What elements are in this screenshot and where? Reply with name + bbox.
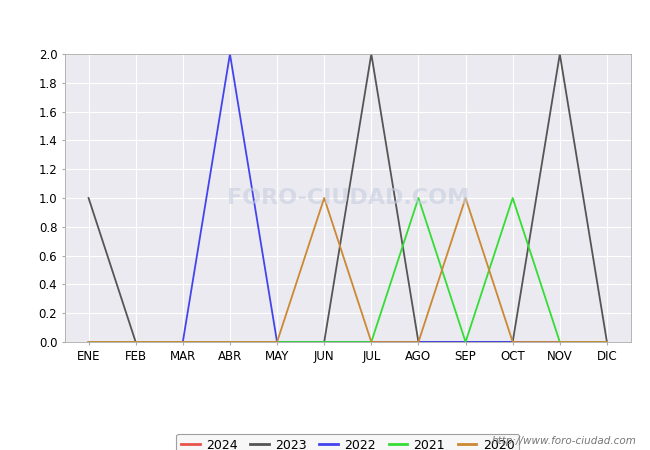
Text: Matriculaciones de Vehiculos en Utande: Matriculaciones de Vehiculos en Utande	[145, 11, 505, 29]
Text: http://www.foro-ciudad.com: http://www.foro-ciudad.com	[492, 436, 637, 446]
Text: FORO-CIUDAD.COM: FORO-CIUDAD.COM	[227, 188, 469, 208]
Legend: 2024, 2023, 2022, 2021, 2020: 2024, 2023, 2022, 2021, 2020	[176, 434, 519, 450]
